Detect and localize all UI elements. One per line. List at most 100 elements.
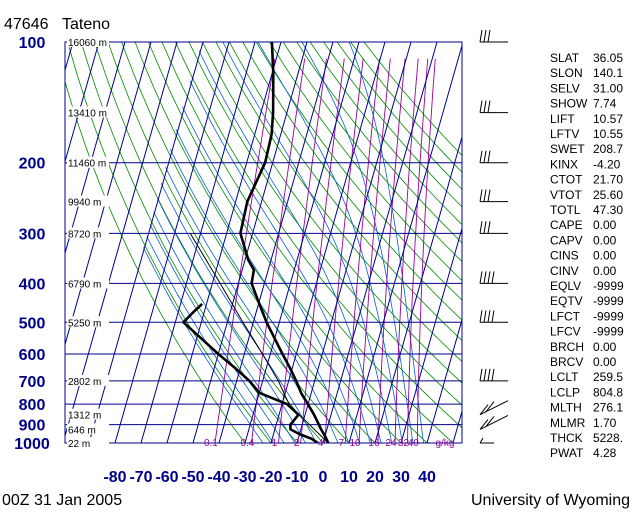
temperature-tick-label: -30	[233, 469, 256, 486]
height-label-bg	[67, 36, 109, 47]
temperature-tick-label: -80	[103, 469, 126, 486]
wind-barb-shaft	[479, 310, 508, 323]
height-label: 5250 m	[68, 318, 101, 329]
wind-barb-shaft	[479, 437, 494, 444]
pressure-tick-label: 800	[19, 397, 46, 414]
mixing-ratio-line	[406, 58, 429, 443]
parcel-path-line	[189, 233, 329, 443]
pressure-tick-label: 300	[19, 226, 46, 243]
pressure-tick-label: 100	[19, 35, 46, 52]
moist-adiabat	[169, 148, 339, 443]
height-label: 16060 m	[68, 38, 107, 49]
height-label: 646 m	[68, 425, 96, 436]
wind-barb	[479, 400, 509, 416]
wind-barb	[479, 437, 494, 444]
height-label-bg	[67, 277, 109, 289]
index-name: BRCH	[550, 340, 584, 354]
index-value: 0.00	[593, 340, 617, 354]
index-value: 21.70	[593, 173, 623, 187]
height-label-bg	[67, 437, 109, 448]
index-name: TOTL	[550, 203, 581, 217]
index-name: CAPV	[550, 233, 583, 247]
wind-barb-shaft	[479, 400, 509, 416]
index-name: THCK	[550, 431, 583, 445]
dry-adiabat	[296, 42, 462, 244]
mixing-ratio-line	[358, 58, 391, 443]
index-value: 208.7	[593, 142, 623, 156]
temperature-tick-label: -50	[181, 469, 204, 486]
wind-barb	[479, 150, 508, 164]
temperature-tick-label: 20	[366, 469, 384, 486]
isotherm-line	[140, 42, 256, 443]
dry-adiabat	[134, 42, 402, 443]
dry-adiabat	[255, 42, 462, 301]
index-value: 0.00	[593, 264, 617, 278]
temperature-tick-label: 0	[319, 469, 328, 486]
wind-barb-shaft	[479, 414, 509, 430]
index-name: SLON	[550, 66, 583, 80]
height-label-bg	[67, 156, 109, 168]
pressure-tick-label: 600	[19, 347, 46, 364]
isotherm-line	[374, 135, 462, 443]
dry-adiabat	[175, 42, 462, 429]
temperature-tick-label: 30	[392, 469, 410, 486]
pressure-tick-label: 200	[19, 156, 46, 173]
mixing-ratio-label: 0.1	[204, 438, 218, 449]
dry-adiabat	[202, 42, 462, 384]
isotherm-line	[65, 42, 126, 255]
height-label: 1312 m	[68, 411, 101, 422]
wind-barb	[479, 271, 508, 284]
dry-adiabat	[228, 42, 462, 342]
index-name: EQLV	[550, 279, 581, 293]
index-name: KINX	[550, 157, 578, 171]
index-value: 47.30	[593, 203, 623, 217]
index-name: LFCV	[550, 325, 581, 339]
isotherm-line	[244, 42, 360, 443]
pressure-tick-label: 900	[19, 418, 46, 435]
isotherm-line	[270, 42, 386, 443]
isotherm-line	[192, 42, 308, 443]
index-name: CINV	[550, 264, 579, 278]
mixing-ratio-line	[324, 58, 364, 443]
moist-adiabat	[142, 247, 264, 443]
index-value: 5228.	[593, 431, 623, 445]
index-name: EQTV	[550, 294, 583, 308]
index-name: SHOW	[550, 97, 588, 111]
isotherm-line	[114, 42, 230, 443]
sounding-time: 00Z 31 Jan 2005	[2, 492, 122, 509]
mixing-ratio-label: 32	[398, 438, 410, 449]
index-value: 0.00	[593, 355, 617, 369]
mixing-ratio-label: 4	[318, 438, 324, 449]
mixing-ratio-label: 16	[368, 438, 380, 449]
moist-adiabat	[153, 211, 296, 443]
index-name: BRCV	[550, 355, 583, 369]
mixing-ratio-label: g/kg	[436, 438, 455, 449]
temperature-tick-label: 10	[340, 469, 358, 486]
mixing-ratio-line	[344, 58, 380, 443]
wind-barb-shaft	[479, 271, 508, 284]
isotherm-line	[322, 42, 438, 443]
height-label-bg	[67, 316, 109, 328]
wind-barb-shaft	[479, 100, 508, 114]
mixing-ratio-line	[214, 58, 276, 443]
index-name: VTOT	[550, 188, 582, 202]
pressure-tick-label: 400	[19, 276, 46, 293]
mixing-ratio-label: 1	[272, 438, 278, 449]
index-value: -9999	[593, 279, 624, 293]
height-label-bg	[67, 227, 109, 239]
dry-adiabat	[80, 42, 298, 443]
mixing-ratio-label: 40	[408, 438, 420, 449]
grid-layer	[65, 42, 462, 443]
dry-adiabat	[107, 42, 350, 443]
mixing-ratio-label: 7	[338, 438, 344, 449]
wind-barb	[479, 100, 508, 114]
dry-adiabat	[309, 42, 462, 226]
index-value: -9999	[593, 325, 624, 339]
index-name: CINS	[550, 249, 579, 263]
index-value: 36.05	[593, 51, 623, 65]
mixing-ratio-line	[394, 58, 419, 443]
height-label: 8720 m	[68, 229, 101, 240]
temperature-tick-label: 40	[418, 469, 436, 486]
index-name: LFTV	[550, 127, 579, 141]
